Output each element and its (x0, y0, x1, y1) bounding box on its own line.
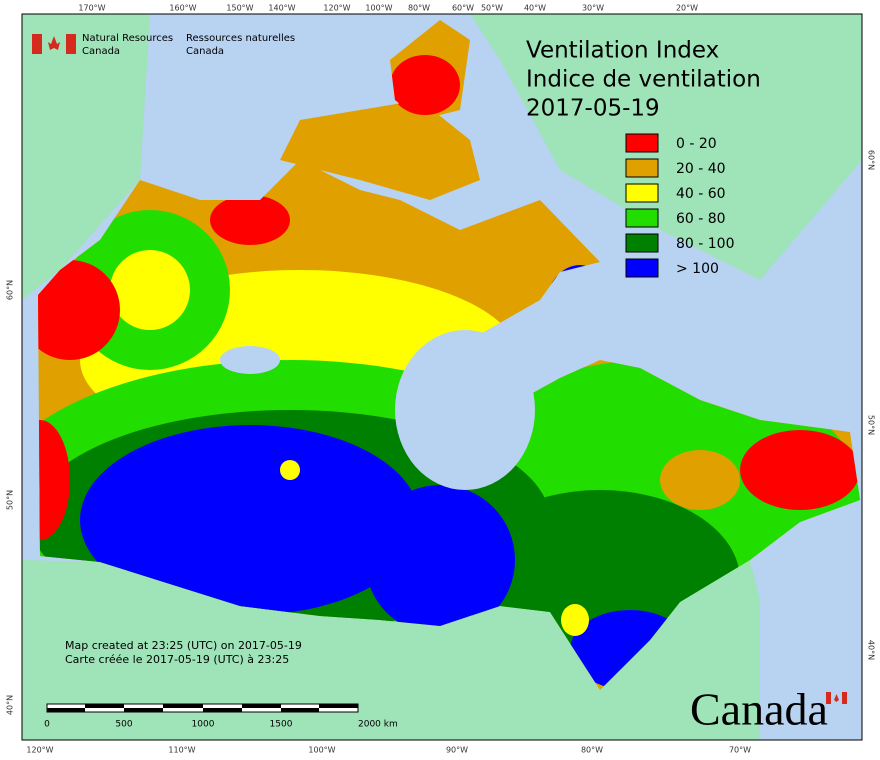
graticule-top: 150°W (226, 4, 253, 13)
graticule-left: 40°N (6, 695, 15, 715)
graticule-top: 100°W (365, 4, 392, 13)
scale-segment (163, 704, 203, 708)
legend-swatch (625, 133, 659, 153)
graticule-top: 20°W (676, 4, 698, 13)
legend-swatch (625, 208, 659, 228)
scale-label: 1500 (270, 720, 293, 730)
scale-segment (319, 704, 358, 708)
agency-fr: Canada (186, 46, 224, 57)
scale-segment (85, 704, 124, 708)
graticule-bottom: 70°W (729, 746, 751, 755)
legend-swatch (625, 258, 659, 278)
legend-label: > 100 (676, 261, 719, 277)
legend-label: 0 - 20 (676, 136, 717, 152)
graticule-bottom: 120°W (26, 746, 53, 755)
agency-en: Natural Resources (82, 33, 173, 44)
canada-flag (826, 692, 847, 704)
graticule-bottom: 80°W (581, 746, 603, 755)
agency-fr: Ressources naturelles (186, 33, 295, 44)
scale-label: 2000 km (358, 720, 398, 730)
scale-segment (242, 704, 281, 708)
graticule-left: 50°N (6, 490, 15, 510)
graticule-right: 40°N (867, 640, 876, 660)
graticule-top: 120°W (323, 4, 350, 13)
graticule-right: 50°N (867, 415, 876, 435)
nrcan-flag (32, 34, 76, 54)
title-line: 2017-05-19 (526, 96, 660, 122)
legend-swatch (625, 183, 659, 203)
legend-swatch (625, 158, 659, 178)
graticule-left: 60°N (6, 280, 15, 300)
title-line: Indice de ventilation (526, 67, 761, 93)
graticule-top: 140°W (268, 4, 295, 13)
scale-segment (281, 708, 319, 712)
map-area (22, 14, 862, 740)
graticule-top: 80°W (408, 4, 430, 13)
map-frame (21, 13, 863, 741)
graticule-bottom: 110°W (168, 746, 195, 755)
title-line: Ventilation Index (526, 38, 719, 64)
graticule-top: 30°W (582, 4, 604, 13)
legend-swatch (625, 233, 659, 253)
graticule-top: 40°W (524, 4, 546, 13)
agency-en: Canada (82, 46, 120, 57)
legend-label: 20 - 40 (676, 161, 726, 177)
legend-label: 60 - 80 (676, 211, 726, 227)
graticule-right: 60°N (867, 150, 876, 170)
graticule-bottom: 90°W (446, 746, 468, 755)
legend-label: 40 - 60 (676, 186, 726, 202)
scale-segment (124, 708, 163, 712)
wordmark: Canada (690, 684, 828, 735)
graticule-bottom: 100°W (308, 746, 335, 755)
legend-label: 80 - 100 (676, 236, 735, 252)
scale-label: 1000 (192, 720, 215, 730)
scale-label: 0 (44, 720, 50, 730)
scale-segment (203, 708, 242, 712)
graticule-top: 170°W (78, 4, 105, 13)
graticule-top: 50°W (481, 4, 503, 13)
graticule-top: 160°W (169, 4, 196, 13)
scale-segment (47, 708, 85, 712)
map-note: Carte créée le 2017-05-19 (UTC) à 23:25 (65, 653, 289, 666)
graticule-top: 60°W (452, 4, 474, 13)
scale-label: 500 (115, 720, 132, 730)
map-note: Map created at 23:25 (UTC) on 2017-05-19 (65, 639, 302, 652)
